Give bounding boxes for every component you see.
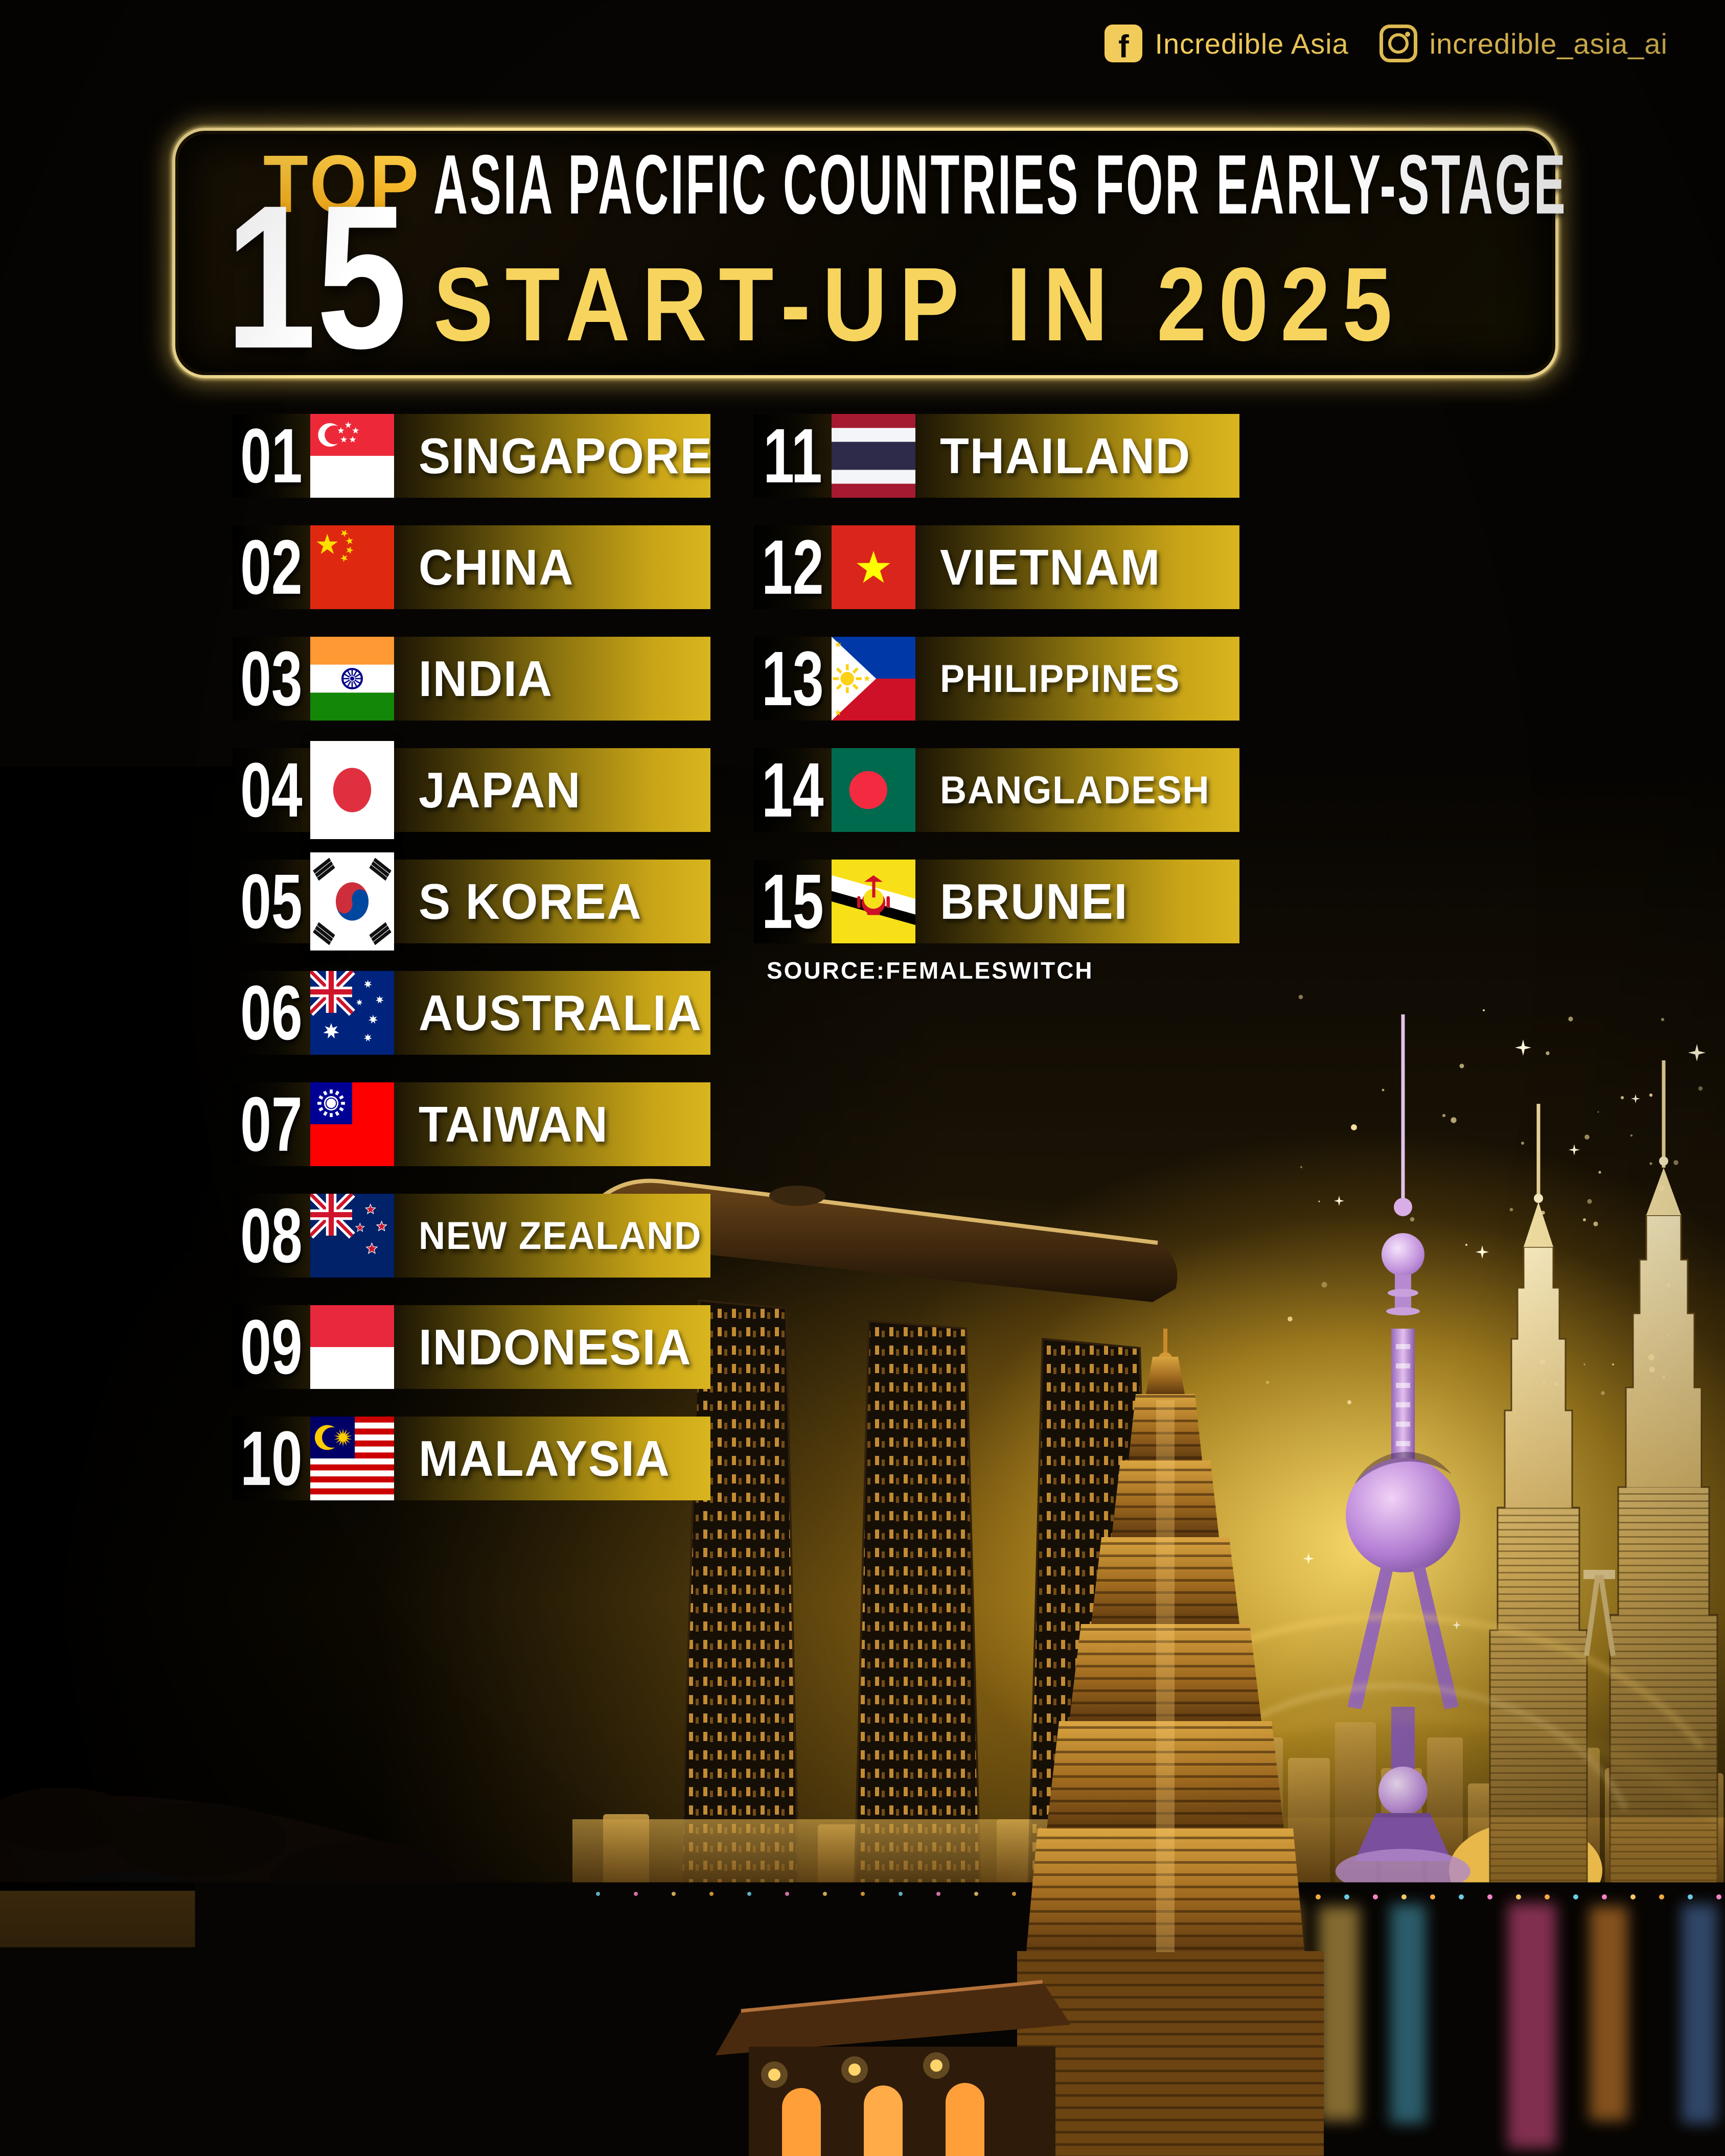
rank-number: 05 <box>240 863 302 940</box>
flag-malaysia-icon <box>310 1417 394 1500</box>
ranking-row: 05 S KOREA <box>233 860 710 943</box>
ranking-row: 08 NEW ZEALAND <box>233 1194 710 1278</box>
ranking-row: 01 SINGAPORE <box>233 414 710 498</box>
rank-number: 04 <box>240 751 302 828</box>
ranking-row: 12 VIETNAM <box>754 525 1239 609</box>
social-bar: f Incredible Asia incredible_asia_ai <box>1105 25 1668 62</box>
source-note: SOURCE:FEMALESWITCH <box>767 957 1094 984</box>
country-label: BANGLADESH <box>940 768 1210 813</box>
flag-skorea-icon <box>310 860 394 943</box>
rank-number: 08 <box>240 1197 302 1274</box>
rank-number: 12 <box>762 528 823 606</box>
country-label: INDONESIA <box>419 1318 692 1376</box>
ranking-right-column: 11 THAILAND 12 VIETNAM 13 PHILIPPINES 14… <box>754 414 1239 943</box>
rank-number: 03 <box>240 640 302 717</box>
rank-number: 11 <box>763 417 822 494</box>
country-label: BRUNEI <box>940 873 1128 931</box>
flag-india-icon <box>310 637 394 721</box>
flag-philippines-icon <box>832 637 915 721</box>
country-label: PHILIPPINES <box>940 657 1180 701</box>
lit-arch-window <box>782 2083 984 2156</box>
facebook-handle[interactable]: Incredible Asia <box>1155 27 1348 60</box>
title-box: TOP 15 ASIA PACIFIC COUNTRIES FOR EARLY-… <box>172 128 1558 378</box>
country-label: TAIWAN <box>419 1096 609 1153</box>
rank-number: 02 <box>240 528 302 606</box>
brand-logo: INCREDIBLE ASIA <box>0 1863 322 2156</box>
title-line1: ASIA PACIFIC COUNTRIES FOR EARLY-STAGE <box>433 136 1568 233</box>
flag-indonesia-icon <box>310 1305 394 1389</box>
ranking-row: 04 JAPAN <box>233 748 710 832</box>
rank-number: 06 <box>240 974 302 1051</box>
title-number: 15 <box>225 175 407 379</box>
rank-number: 09 <box>240 1308 302 1385</box>
ranking-row: 03 INDIA <box>233 637 710 721</box>
ranking-left-column: 01 SINGAPORE 02 CHINA 03 INDIA 04 JAPAN … <box>233 414 710 1500</box>
country-label: THAILAND <box>940 427 1191 485</box>
ranking-row: 15 BRUNEI <box>754 860 1239 943</box>
flag-bangladesh-icon <box>832 748 915 832</box>
rank-number: 07 <box>240 1085 302 1163</box>
flag-singapore-icon <box>310 414 394 498</box>
flag-australia-icon <box>310 971 394 1055</box>
ranking-row: 11 THAILAND <box>754 414 1239 498</box>
flag-vietnam-icon <box>832 525 915 609</box>
instagram-handle[interactable]: incredible_asia_ai <box>1430 27 1668 60</box>
ranking-row: 06 AUSTRALIA <box>233 971 710 1055</box>
ranking-row: 13 PHILIPPINES <box>754 637 1239 721</box>
ranking-row: 02 CHINA <box>233 525 710 609</box>
flag-thailand-icon <box>832 414 915 498</box>
rank-number: 13 <box>762 640 823 717</box>
title-line2: START-UP IN 2025 <box>433 244 1404 364</box>
infographic-poster: f Incredible Asia incredible_asia_ai TOP… <box>0 0 1725 2156</box>
rank-number: 15 <box>762 863 823 940</box>
facebook-icon[interactable]: f <box>1105 25 1142 62</box>
flag-brunei-icon <box>832 860 915 943</box>
country-label: JAPAN <box>419 761 581 819</box>
flag-china-icon <box>310 525 394 609</box>
instagram-icon[interactable] <box>1379 25 1417 62</box>
country-label: VIETNAM <box>940 539 1161 596</box>
ranking-row: 14 BANGLADESH <box>754 748 1239 832</box>
rank-number: 01 <box>240 417 302 494</box>
country-label: AUSTRALIA <box>419 984 702 1042</box>
flag-taiwan-icon <box>310 1082 394 1166</box>
petronas-towers-silhouette <box>1490 1060 1717 1891</box>
ranking-row: 09 INDONESIA <box>233 1305 710 1389</box>
country-label: INDIA <box>419 650 553 708</box>
country-label: SINGAPORE <box>419 427 710 485</box>
country-label: S KOREA <box>419 873 642 931</box>
country-label: NEW ZEALAND <box>419 1214 702 1258</box>
ranking-row: 07 TAIWAN <box>233 1082 710 1166</box>
flag-newzealand-icon <box>310 1194 394 1278</box>
rank-number: 10 <box>240 1420 302 1497</box>
country-label: MALAYSIA <box>419 1430 671 1488</box>
country-label: CHINA <box>419 539 574 596</box>
rank-number: 14 <box>762 751 823 828</box>
ranking-row: 10 MALAYSIA <box>233 1417 710 1500</box>
flag-japan-icon <box>310 748 394 832</box>
